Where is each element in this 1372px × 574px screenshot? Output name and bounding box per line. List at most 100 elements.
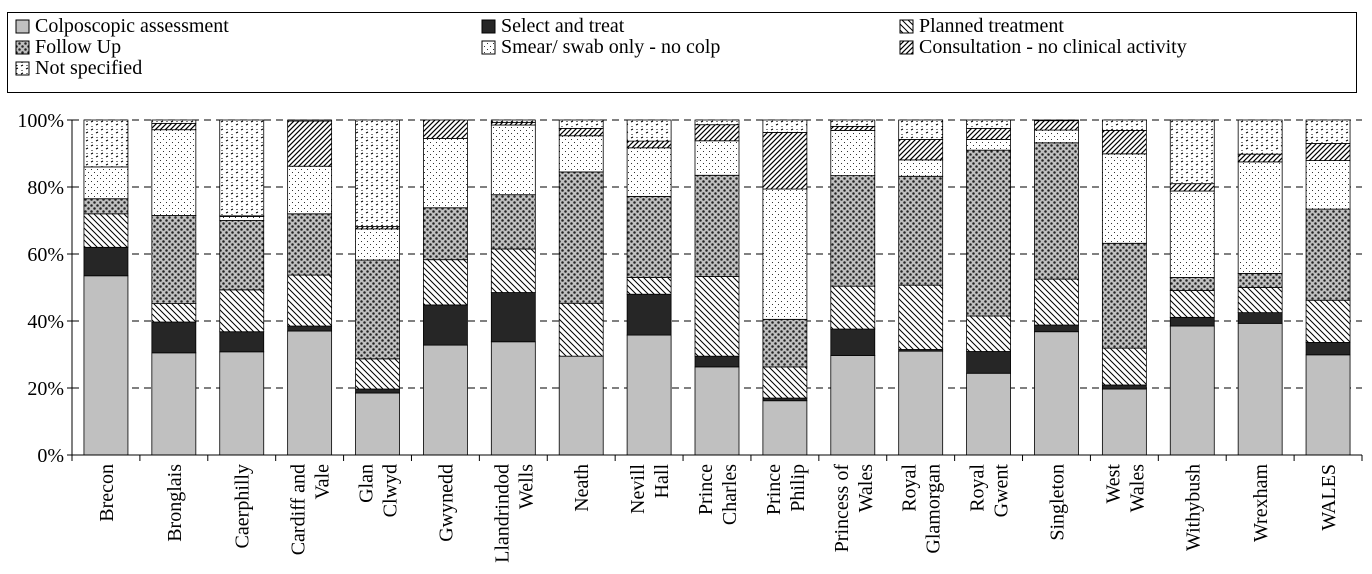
bar-segment-not-specified bbox=[151, 119, 197, 124]
bar-segment-follow-up bbox=[1305, 208, 1351, 301]
bar-segment-select-and-treat bbox=[830, 328, 876, 356]
x-tick-label-singleton: Singleton bbox=[1046, 464, 1068, 541]
bar-group-brecon bbox=[83, 119, 129, 456]
x-tick-label-llandrindod-wells: Llandrindod Wells bbox=[491, 464, 537, 563]
bar-segment-follow-up bbox=[898, 175, 944, 286]
x-tick-label-nevill-hall: Nevill Hall bbox=[627, 464, 673, 514]
bar-segment-select-and-treat bbox=[355, 388, 400, 394]
bar-segment-consultation-no-clinical-activity bbox=[1034, 120, 1079, 131]
bar-segment-follow-up bbox=[1169, 277, 1215, 291]
bar-segment-select-and-treat bbox=[626, 293, 672, 336]
x-tick-label-line: Royal bbox=[967, 464, 989, 512]
bar-segment-smear-swab-only-no-colp bbox=[1034, 129, 1079, 144]
bar-segment-planned-treatment bbox=[219, 289, 265, 333]
x-tick-label-prince-charles: Prince Charles bbox=[695, 464, 741, 525]
bar-segment-colposcopic-assessment bbox=[1101, 388, 1147, 456]
bar-segment-consultation-no-clinical-activity bbox=[626, 140, 672, 149]
bar-segment-colposcopic-assessment bbox=[830, 355, 876, 456]
x-tick-label-line: Wrexham bbox=[1250, 464, 1272, 542]
x-tick-label-withybush: Withybush bbox=[1182, 464, 1204, 551]
bar-segment-smear-swab-only-no-colp bbox=[151, 129, 197, 216]
bar-group-nevill-hall bbox=[626, 119, 672, 456]
x-tick-label-line: Bronglais bbox=[164, 464, 186, 542]
x-tick-label-line: Clwyd bbox=[380, 464, 402, 517]
legend-frame bbox=[7, 12, 1357, 93]
y-tick-label: 20% bbox=[27, 378, 64, 400]
bar-segment-select-and-treat bbox=[1169, 316, 1215, 327]
legend-swatch-consultation-no-clinical-activity bbox=[899, 40, 914, 55]
x-tick-label-line: West bbox=[1102, 464, 1124, 504]
legend-swatch-smear-swab-only-no-colp bbox=[481, 40, 496, 55]
bar-segment-follow-up bbox=[830, 175, 876, 287]
bar-group-princess-of-wales bbox=[830, 119, 876, 456]
bar-group-royal-gwent bbox=[966, 119, 1011, 456]
bar-group-bronglais bbox=[151, 119, 197, 456]
bar-segment-consultation-no-clinical-activity bbox=[762, 131, 808, 190]
bar-group-caerphilly bbox=[219, 119, 265, 456]
bar-segment-not-specified bbox=[1237, 119, 1283, 155]
x-tick-label-line: Wales bbox=[855, 464, 877, 513]
x-tick-label-line: Glamorgan bbox=[923, 464, 945, 554]
bar-segment-planned-treatment bbox=[151, 303, 197, 323]
bar-segment-smear-swab-only-no-colp bbox=[966, 139, 1011, 151]
bar-segment-select-and-treat bbox=[694, 355, 740, 368]
legend-label-planned-treatment: Planned treatment bbox=[919, 15, 1064, 37]
bar-segment-not-specified bbox=[830, 119, 876, 127]
bar-segment-smear-swab-only-no-colp bbox=[830, 129, 876, 177]
bar-segment-select-and-treat bbox=[762, 397, 808, 402]
bar-segment-colposcopic-assessment bbox=[626, 334, 672, 456]
bar-segment-consultation-no-clinical-activity bbox=[287, 120, 333, 167]
x-tick-label-line: Singleton bbox=[1046, 464, 1068, 541]
bar-segment-planned-treatment bbox=[1101, 347, 1147, 386]
x-tick-label-gwynedd: Gwynedd bbox=[435, 464, 457, 542]
x-tick-label-line: Glan bbox=[356, 464, 378, 503]
bar-group-cardiff-and-vale bbox=[287, 119, 333, 456]
bar-segment-smear-swab-only-no-colp bbox=[762, 188, 808, 320]
x-tick-label-neath: Neath bbox=[571, 464, 593, 512]
bar-segment-smear-swab-only-no-colp bbox=[1169, 190, 1215, 278]
bar-segment-select-and-treat bbox=[1237, 312, 1283, 324]
bar-segment-consultation-no-clinical-activity bbox=[966, 127, 1011, 140]
bar-segment-colposcopic-assessment bbox=[694, 366, 740, 456]
x-tick-label-line: Llandrindod bbox=[491, 464, 513, 563]
bar-group-west-wales bbox=[1101, 119, 1147, 456]
bar-segment-follow-up bbox=[83, 198, 129, 215]
x-tick-label-line: Prince bbox=[763, 464, 785, 515]
bar-segment-follow-up bbox=[694, 174, 740, 277]
bar-segment-select-and-treat bbox=[151, 321, 197, 354]
bar-segment-select-and-treat bbox=[83, 246, 129, 277]
x-tick-label-cardiff-and-vale: Cardiff and Vale bbox=[288, 464, 334, 555]
bar-segment-smear-swab-only-no-colp bbox=[423, 138, 468, 209]
bar-group-royal-glamorgan bbox=[898, 119, 944, 456]
bar-segment-planned-treatment bbox=[762, 366, 808, 399]
bar-segment-not-specified bbox=[83, 119, 129, 168]
bar-segment-select-and-treat bbox=[1305, 342, 1351, 356]
bar-segment-colposcopic-assessment bbox=[151, 352, 197, 456]
bar-segment-follow-up bbox=[762, 318, 808, 368]
x-tick-label-line: Charles bbox=[719, 464, 741, 525]
x-tick-label-line: Wells bbox=[515, 464, 537, 509]
x-tick-label-line: Wales bbox=[1126, 464, 1148, 513]
x-tick-label-line: Cardiff and bbox=[288, 464, 310, 555]
bar-segment-smear-swab-only-no-colp bbox=[558, 135, 604, 173]
bar-segment-smear-swab-only-no-colp bbox=[694, 140, 740, 176]
legend-label-select-and-treat: Select and treat bbox=[501, 15, 625, 37]
bar-segment-smear-swab-only-no-colp bbox=[355, 228, 400, 261]
bar-segment-follow-up bbox=[355, 259, 400, 360]
bar-segment-smear-swab-only-no-colp bbox=[1305, 160, 1351, 210]
x-tick-label-wales: WALES bbox=[1318, 464, 1340, 531]
bar-segment-follow-up bbox=[287, 213, 333, 276]
bar-segment-planned-treatment bbox=[287, 274, 333, 327]
bar-group-withybush bbox=[1169, 119, 1215, 456]
bar-segment-not-specified bbox=[966, 119, 1011, 129]
y-tick-label: 40% bbox=[27, 311, 64, 333]
bar-segment-consultation-no-clinical-activity bbox=[1169, 183, 1215, 192]
bar-group-wales bbox=[1305, 119, 1351, 456]
bar-segment-colposcopic-assessment bbox=[83, 275, 129, 456]
bar-segment-not-specified bbox=[762, 119, 808, 133]
legend-swatch-select-and-treat bbox=[481, 19, 496, 34]
bar-segment-planned-treatment bbox=[898, 284, 944, 350]
x-tick-label-line: Caerphilly bbox=[232, 464, 254, 548]
bar-segment-colposcopic-assessment bbox=[355, 392, 400, 456]
